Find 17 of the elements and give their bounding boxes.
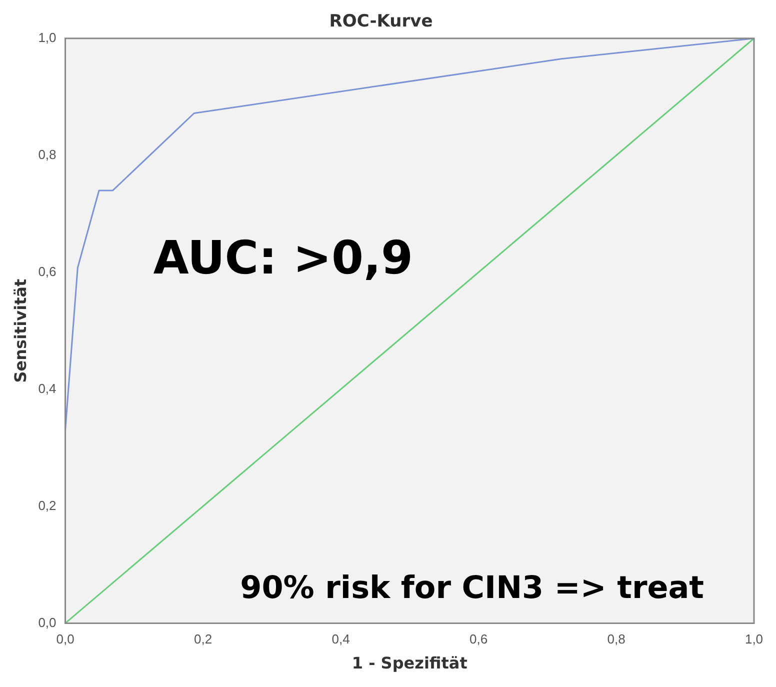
annotation: AUC: >0,9 xyxy=(153,230,414,284)
annotation: 90% risk for CIN3 => treat xyxy=(240,570,704,606)
x-tick-label: 0,4 xyxy=(332,632,350,647)
x-tick-label: 0,6 xyxy=(469,632,488,647)
x-tick-label: 0,2 xyxy=(194,632,212,647)
chart-title: ROC-Kurve xyxy=(329,12,433,32)
x-tick-label: 1,0 xyxy=(744,632,764,647)
y-tick-label: 0,4 xyxy=(38,380,56,396)
y-axis-title: Sensitivität xyxy=(10,278,30,383)
y-tick-label: 0,6 xyxy=(38,264,56,279)
y-tick-label: 1,0 xyxy=(38,30,56,45)
y-tick-label: 0,8 xyxy=(38,146,56,162)
x-tick-label: 0,0 xyxy=(56,632,74,647)
y-tick-label: 0,0 xyxy=(38,614,56,630)
y-tick-label: 0,2 xyxy=(38,498,56,513)
x-axis-title: 1 - Spezifität xyxy=(352,654,468,673)
x-tick-label: 0,8 xyxy=(607,632,626,647)
